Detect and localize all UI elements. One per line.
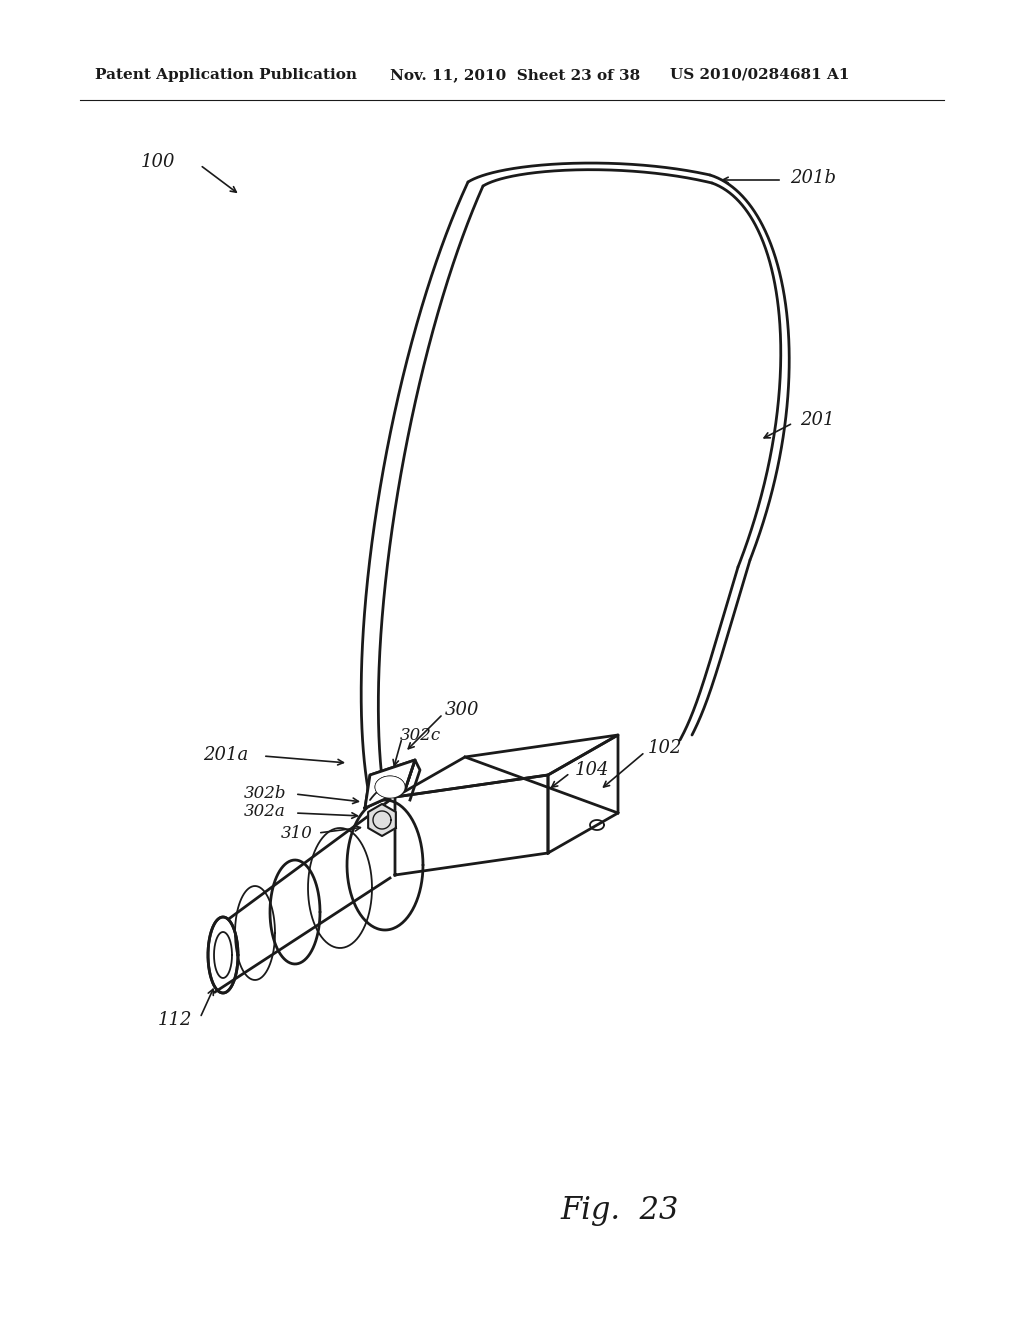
Text: 302c: 302c	[400, 726, 441, 743]
Text: 201b: 201b	[790, 169, 836, 187]
Text: 302b: 302b	[244, 784, 286, 801]
Text: Patent Application Publication: Patent Application Publication	[95, 69, 357, 82]
Text: 310: 310	[282, 825, 313, 842]
Text: 302a: 302a	[245, 804, 286, 821]
Text: Fig.  23: Fig. 23	[561, 1195, 679, 1225]
Polygon shape	[365, 760, 415, 808]
Text: 300: 300	[445, 701, 479, 719]
Text: 102: 102	[648, 739, 683, 756]
Text: US 2010/0284681 A1: US 2010/0284681 A1	[670, 69, 850, 82]
Text: 201a: 201a	[203, 746, 248, 764]
Text: 104: 104	[575, 762, 609, 779]
Text: 201: 201	[800, 411, 835, 429]
Polygon shape	[369, 804, 396, 836]
Text: 112: 112	[158, 1011, 193, 1030]
Text: 100: 100	[140, 153, 175, 172]
Text: Nov. 11, 2010  Sheet 23 of 38: Nov. 11, 2010 Sheet 23 of 38	[390, 69, 640, 82]
Polygon shape	[376, 777, 404, 797]
